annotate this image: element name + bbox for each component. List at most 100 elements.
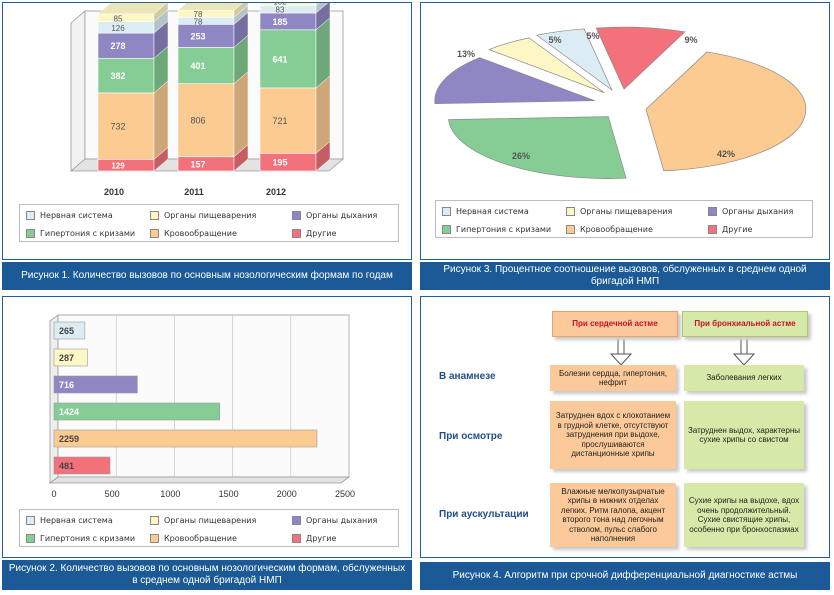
- data-label: 83: [276, 6, 285, 15]
- bar-segment: [177, 16, 235, 25]
- data-label: 126: [111, 24, 125, 33]
- chart-side-wall: [70, 10, 86, 172]
- bar-segment-side: [315, 3, 331, 31]
- data-label: 806: [190, 116, 205, 126]
- bar: [53, 321, 86, 340]
- data-label: 716: [59, 380, 74, 390]
- data-label: 185: [272, 17, 287, 27]
- legend-swatch: [292, 534, 301, 543]
- bar-segment: [259, 12, 317, 31]
- examination-bronchial: Затруднен выдох, характерны сухие хрипы …: [684, 401, 804, 469]
- x-tick-label: 0: [51, 489, 56, 499]
- legend-label: Кровообращение: [580, 225, 653, 234]
- legend-swatch: [150, 229, 159, 238]
- auscultation-bronchial: Сухие хрипы на выдохе, вдох очень продол…: [684, 483, 804, 547]
- pie-slice: [595, 26, 686, 90]
- data-label: 78: [194, 17, 203, 26]
- x-tick-label: 2012: [266, 187, 286, 197]
- x-tick-label: 2000: [277, 489, 297, 499]
- legend-item-nerv: Нервная система: [26, 516, 113, 525]
- legend-swatch: [566, 207, 575, 216]
- anamnesis-cardiac: Болезни сердца, гипертония, нефрит: [550, 365, 676, 391]
- bar: [53, 348, 88, 367]
- x-tick-label: 1000: [160, 489, 180, 499]
- bar-top: [97, 3, 168, 15]
- legend-label: Гипертония с кризами: [456, 225, 552, 234]
- legend-label: Органы пищеварения: [580, 207, 673, 216]
- figure-4-panel: При сердечной астме При бронхиальной аст…: [420, 296, 830, 558]
- data-label: 78: [194, 10, 203, 19]
- x-tick-label: 2010: [104, 187, 124, 197]
- pie-slice: [645, 51, 807, 172]
- data-label: 265: [59, 326, 74, 336]
- figure-3-panel: 5% 9% 42% 26% 13% 5% Нервная система Органы п…: [420, 2, 830, 260]
- legend-item-dykh: Органы дыхания: [292, 211, 377, 220]
- data-label: 732: [110, 122, 125, 132]
- data-label: 721: [272, 116, 287, 126]
- legend-item-gipert: Гипертония с кризами: [26, 534, 135, 543]
- legend-swatch: [292, 211, 301, 220]
- legend-label: Другие: [306, 534, 337, 543]
- chart2-legend: Нервная система Органы пищеварения Орган…: [19, 509, 399, 547]
- header-bronchial-asthma: При бронхиальной астме: [682, 311, 808, 337]
- pie-chart: 5% 9% 42% 26% 13% 5%: [434, 26, 807, 179]
- legend-item-pishch: Органы пищеварения: [150, 211, 256, 220]
- legend-item-krovo: Кровообращение: [566, 225, 653, 234]
- bar: [53, 375, 138, 394]
- pie-slice: [535, 28, 613, 92]
- figure-2-panel: 0 500 1000 1500 2000 2500 265 287 716 1424 2259 481…: [2, 296, 412, 558]
- legend-swatch: [292, 229, 301, 238]
- legend-swatch: [708, 225, 717, 234]
- bar-top: [177, 3, 243, 11]
- figure-4-caption: Рисунок 4. Алгоритм при срочной дифферен…: [420, 562, 830, 590]
- legend-swatch: [292, 516, 301, 525]
- data-label: 1424: [59, 407, 79, 417]
- x-tick-label: 2500: [335, 489, 355, 499]
- legend-swatch: [26, 516, 35, 525]
- legend-item-pishch: Органы пищеварения: [150, 516, 256, 525]
- legend-item-drugie: Другие: [292, 534, 336, 543]
- x-tick-label: 1500: [219, 489, 239, 499]
- data-label: 641: [272, 54, 287, 64]
- bar-segment: [97, 57, 155, 94]
- data-label: 129: [111, 162, 125, 171]
- legend-label: Органы пищеварения: [164, 211, 257, 220]
- bar-segment: [97, 13, 155, 22]
- bar-segment-side: [153, 3, 169, 23]
- row-label-examination: При осмотре: [439, 431, 503, 442]
- bar-segment: [177, 9, 235, 18]
- legend-item-gipert: Гипертония с кризами: [442, 225, 551, 234]
- legend-item-gipert: Гипертония с кризами: [26, 229, 135, 238]
- data-label: 382: [110, 71, 125, 81]
- legend-item-pishch: Органы пищеварения: [566, 207, 672, 216]
- legend-label: Нервная система: [40, 211, 113, 220]
- bar-segment-side: [315, 3, 320, 7]
- examination-cardiac: Затруднен вдох с клокотанием в грудной к…: [550, 401, 676, 469]
- legend-item-nerv: Нервная система: [26, 211, 113, 220]
- data-label: 481: [59, 461, 74, 471]
- arrow-down-icon: [609, 339, 633, 366]
- figure-2-caption: Рисунок 2. Количество вызовов по основны…: [2, 560, 412, 590]
- bar-segment-side: [315, 75, 331, 154]
- bar: [53, 429, 318, 448]
- data-label: 157: [190, 159, 205, 169]
- legend-item-nerv: Нервная система: [442, 207, 529, 216]
- legend-item-drugie: Другие: [292, 229, 336, 238]
- auscultation-cardiac: Влажные мелкопузырчатые хрипы в нижних о…: [550, 483, 676, 547]
- anamnesis-bronchial: Заболевания легких: [684, 365, 804, 391]
- pie-slice: [434, 57, 595, 105]
- pie-slice: [488, 37, 605, 93]
- legend-label: Нервная система: [40, 516, 113, 525]
- legend-item-dykh: Органы дыхания: [708, 207, 793, 216]
- legend-label: Другие: [306, 229, 337, 238]
- horizontal-bar-chart: 0 500 1000 1500 2000 2500 265 287 716 1424 2259 481: [48, 314, 355, 499]
- legend-label: Кровообращение: [164, 229, 237, 238]
- bar-segment: [259, 3, 317, 6]
- chart3-legend: Нервная система Органы пищеварения Орган…: [435, 200, 813, 238]
- bar-segment-side: [233, 3, 249, 18]
- figure-1-caption: Рисунок 1. Количество вызовов по основны…: [2, 262, 412, 290]
- legend-label: Органы дыхания: [306, 211, 378, 220]
- row-label-anamnesis: В анамнезе: [439, 371, 496, 382]
- figure-3-caption: Рисунок 3. Процентное соотношение вызово…: [420, 262, 830, 290]
